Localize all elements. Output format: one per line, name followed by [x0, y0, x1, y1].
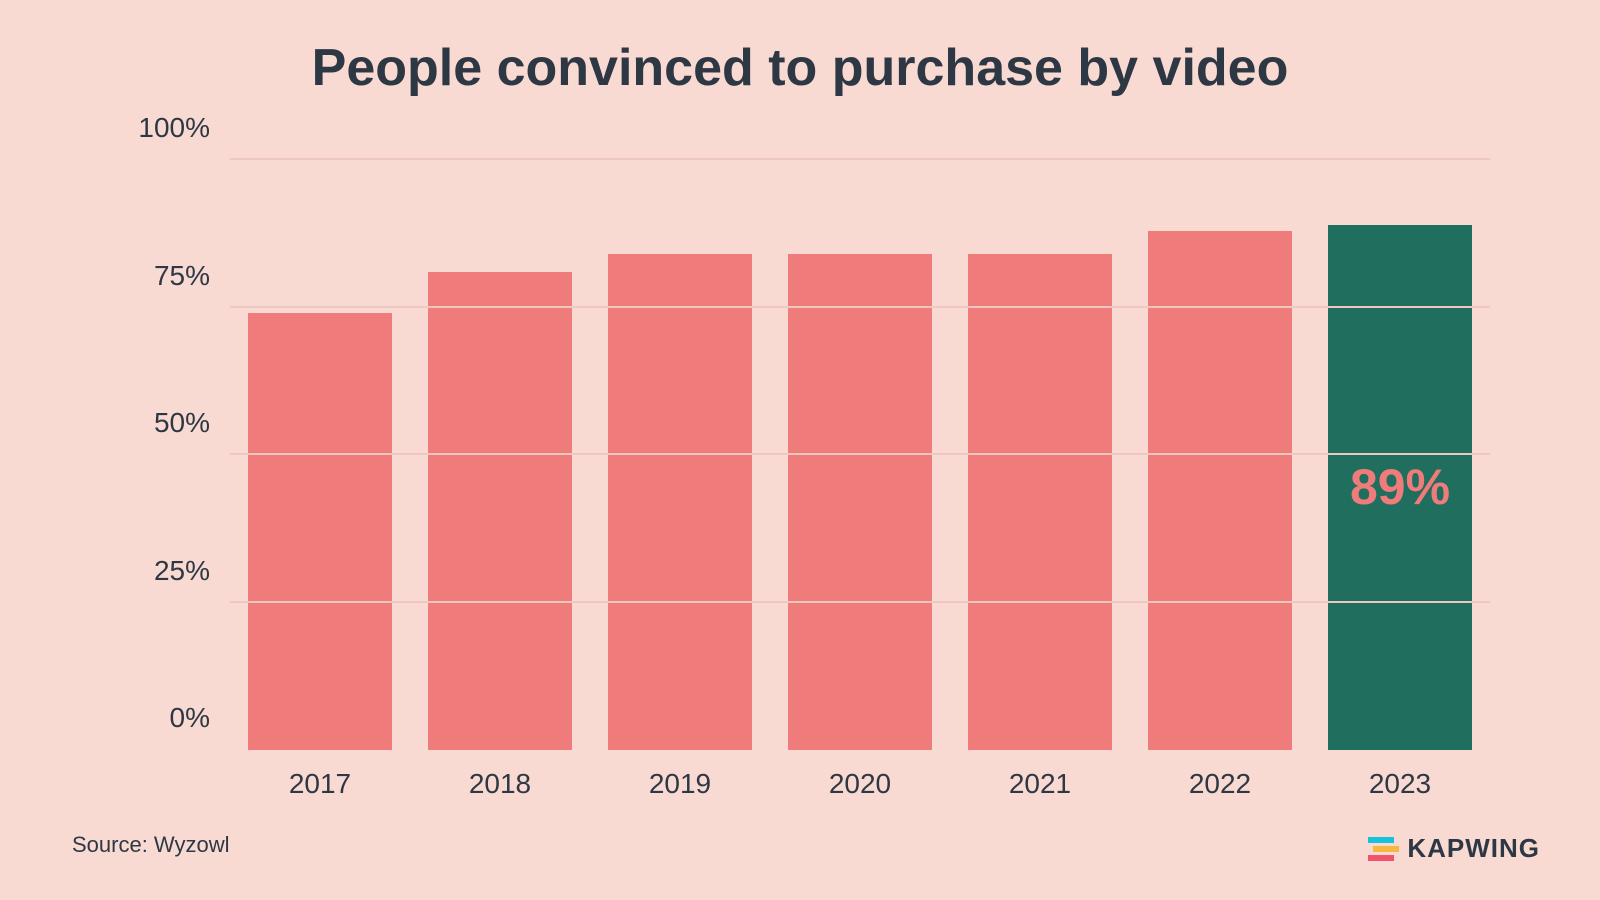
bar-value-label: 89% [1350, 458, 1450, 516]
bar-slot [1130, 160, 1310, 750]
bar [968, 254, 1112, 750]
y-axis-tick-label: 75% [154, 260, 210, 292]
x-axis-labels: 2017201820192020202120222023 [230, 768, 1490, 800]
bar-slot [230, 160, 410, 750]
kapwing-logo-stripe [1368, 855, 1394, 861]
bar [428, 272, 572, 750]
x-axis-tick-label: 2017 [230, 768, 410, 800]
x-axis-tick-label: 2021 [950, 768, 1130, 800]
y-axis-tick-label: 100% [138, 112, 210, 144]
gridline [230, 158, 1490, 160]
y-axis-tick-label: 50% [154, 407, 210, 439]
x-axis-tick-label: 2019 [590, 768, 770, 800]
bar-slot [410, 160, 590, 750]
chart-canvas: People convinced to purchase by video 89… [0, 0, 1600, 900]
bar-slot [590, 160, 770, 750]
kapwing-logo-mark [1368, 837, 1399, 861]
bar [608, 254, 752, 750]
x-axis-tick-label: 2018 [410, 768, 590, 800]
gridline [230, 306, 1490, 308]
bar [248, 313, 392, 750]
x-axis-tick-label: 2020 [770, 768, 950, 800]
y-axis-tick-label: 0% [170, 702, 210, 734]
chart-plot-area: 89% 0%25%50%75%100% 20172018201920202021… [230, 160, 1490, 750]
x-axis-tick-label: 2022 [1130, 768, 1310, 800]
bar-slot [950, 160, 1130, 750]
chart-title: People convinced to purchase by video [0, 38, 1600, 98]
kapwing-logo: KAPWING [1368, 833, 1540, 864]
kapwing-logo-text: KAPWING [1407, 833, 1540, 864]
bar-highlight: 89% [1328, 225, 1472, 750]
kapwing-logo-stripe [1373, 846, 1399, 852]
bars-container: 89% [230, 160, 1490, 750]
bar [788, 254, 932, 750]
bar [1148, 231, 1292, 750]
bar-slot [770, 160, 950, 750]
bar-slot: 89% [1310, 160, 1490, 750]
x-axis-tick-label: 2023 [1310, 768, 1490, 800]
y-axis-tick-label: 25% [154, 555, 210, 587]
gridline [230, 601, 1490, 603]
gridline [230, 453, 1490, 455]
kapwing-logo-stripe [1368, 837, 1394, 843]
source-attribution: Source: Wyzowl [72, 832, 230, 858]
